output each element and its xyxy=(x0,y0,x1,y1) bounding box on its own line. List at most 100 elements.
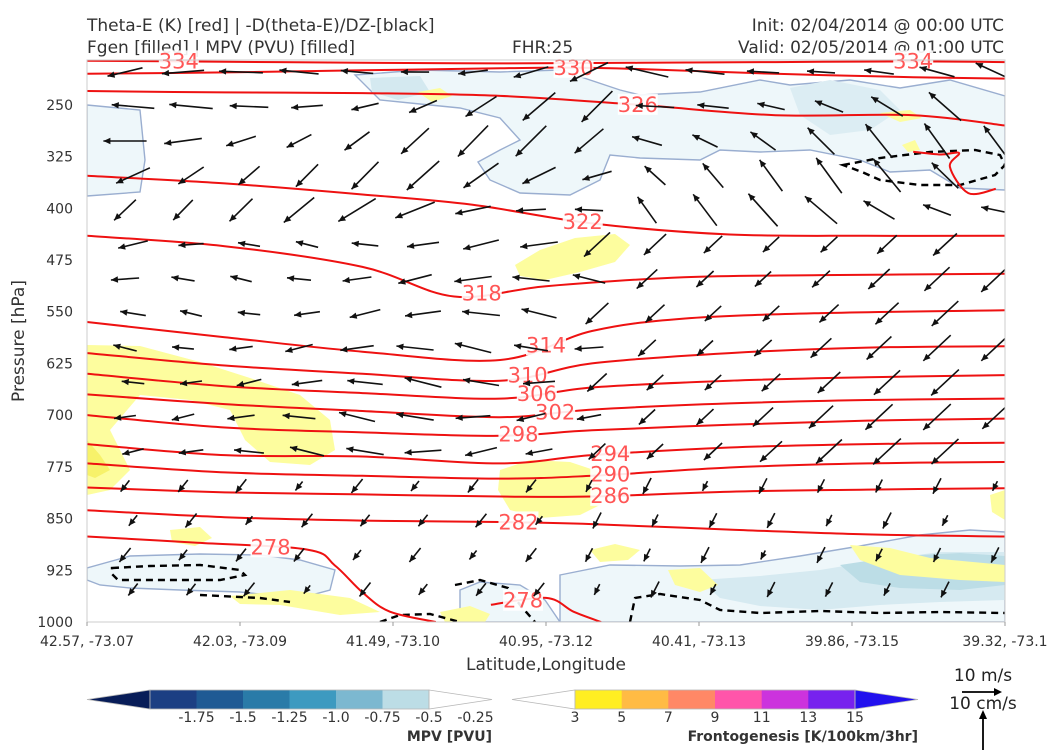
wind-vector-head xyxy=(229,345,237,352)
wind-vector-head xyxy=(418,587,426,595)
wind-vector-head xyxy=(919,66,928,73)
wind-vector-head xyxy=(761,384,769,392)
wind-vector-head xyxy=(178,484,186,492)
wind-vector-head xyxy=(750,131,758,139)
wind-vector-head xyxy=(933,486,940,494)
wind-vector-head xyxy=(928,92,937,100)
colorbar-tick-label: 15 xyxy=(846,710,864,726)
colorbar-tick-label: -1.25 xyxy=(271,710,307,726)
title-line-1: Theta-E (K) [red] | -D(theta-E)/DZ-[blac… xyxy=(86,16,435,36)
theta-e-contour-line xyxy=(87,174,1005,237)
dthetae-dz-contour-upper-right xyxy=(838,148,1005,187)
wind-vector-head xyxy=(702,163,710,171)
x-tick-label: 41.49, -73.10 xyxy=(346,634,440,650)
theta-e-contour-label: 286 xyxy=(590,484,630,508)
wind-vector-head xyxy=(523,380,531,387)
wind-vector-head xyxy=(873,457,881,465)
wind-vector-head xyxy=(513,72,522,79)
theta-e-contour-line xyxy=(87,90,1005,127)
wind-vector-head xyxy=(650,589,657,598)
wind-vector-head xyxy=(875,553,882,562)
wind-vector-head xyxy=(475,519,483,528)
x-tick-label: 42.03, -73.09 xyxy=(193,634,287,650)
wind-vector-head xyxy=(757,101,765,109)
wind-vector-head xyxy=(704,383,713,391)
wind-vector-head xyxy=(294,311,302,318)
wind-vector-head xyxy=(642,486,649,494)
wind-vector-head xyxy=(587,384,595,392)
wind-vector-head xyxy=(219,68,227,75)
wind-reference-horizontal-label: 10 m/s xyxy=(954,666,1012,686)
wind-vector-head xyxy=(521,307,530,314)
theta-e-contour-label: 334 xyxy=(159,49,199,73)
wind-vector-head xyxy=(463,181,471,188)
colorbar-tick-label: -0.25 xyxy=(457,710,493,726)
wind-vector-head xyxy=(113,343,121,350)
colorbar-outline xyxy=(574,689,856,710)
wind-vector-head xyxy=(760,551,767,560)
wind-vector-head xyxy=(637,196,645,205)
wind-vector-head xyxy=(404,449,412,456)
theta-e-contour-label: 322 xyxy=(563,210,603,234)
theta-e-label-background xyxy=(617,93,658,115)
wind-reference-horizontal-arrowhead xyxy=(994,688,1002,696)
wind-vector-head xyxy=(467,485,475,493)
wind-vector-head xyxy=(406,183,415,190)
wind-vector-head xyxy=(401,146,409,154)
wind-vector-head xyxy=(339,411,347,418)
wind-vector-head xyxy=(463,377,471,384)
theta-e-contour-label: 302 xyxy=(535,401,575,425)
colorbar-extend-right xyxy=(854,689,919,710)
wind-vector-head xyxy=(535,517,543,525)
wind-vector xyxy=(111,103,155,110)
fgen-region-right-low xyxy=(850,545,1005,582)
wind-vector-head xyxy=(418,518,426,527)
wind-vector-head xyxy=(865,124,873,132)
colorbar-tick-label: 5 xyxy=(617,710,626,726)
theta-e-label-background xyxy=(562,210,603,232)
y-tick-label: 1000 xyxy=(37,615,73,631)
wind-vector-head xyxy=(522,113,531,121)
theta-e-label-background xyxy=(535,401,576,423)
theta-e-contour-label: 282 xyxy=(498,510,538,534)
theta-e-label-background xyxy=(590,484,631,506)
wind-vector xyxy=(864,123,894,159)
wind-vector-head xyxy=(820,245,828,253)
wind-vector-head xyxy=(748,193,756,201)
wind-vector-head xyxy=(301,519,309,528)
wind-vector-head xyxy=(588,452,596,460)
colorbar-segment xyxy=(808,690,856,709)
wind-vector-head xyxy=(760,454,768,462)
wind-vector-head xyxy=(236,380,245,387)
x-tick-label: 39.86, -73.15 xyxy=(805,634,899,650)
wind-vector-head xyxy=(411,483,418,491)
wind-vector-head xyxy=(291,104,299,111)
wind-vector-head xyxy=(457,149,466,157)
wind-vector-head xyxy=(351,240,359,247)
wind-vector-head xyxy=(285,346,293,353)
wind-vector-head xyxy=(924,123,932,131)
wind-vector-head xyxy=(172,344,180,351)
wind-vector-head xyxy=(110,276,119,283)
wind-vector-head xyxy=(407,242,415,249)
wind-vector-head xyxy=(395,212,403,219)
theta-e-contour-line xyxy=(87,509,1005,538)
fgen-region-left-mid xyxy=(87,345,335,495)
colorbar-tick-label: 13 xyxy=(799,710,817,726)
wind-vector-head xyxy=(584,249,592,257)
wind-vector xyxy=(395,201,435,219)
wind-vector-head xyxy=(344,143,353,151)
wind-vector-head xyxy=(767,520,774,528)
wind-vector xyxy=(457,124,489,158)
wind-vector-head xyxy=(178,241,186,249)
wind-vector-head xyxy=(812,280,820,288)
init-time: Init: 02/04/2014 @ 00:00 UTC xyxy=(752,16,1004,36)
colorbar-tick-label: -1.0 xyxy=(322,710,349,726)
wind-vector-head xyxy=(171,415,180,422)
theta-e-contour-line xyxy=(87,414,1005,437)
wind-vector-head xyxy=(810,350,818,358)
wind-vector-head xyxy=(107,71,116,78)
wind-vector-head xyxy=(754,279,763,287)
theta-e-contour-label: 298 xyxy=(498,423,538,447)
y-tick-label: 850 xyxy=(46,512,73,528)
